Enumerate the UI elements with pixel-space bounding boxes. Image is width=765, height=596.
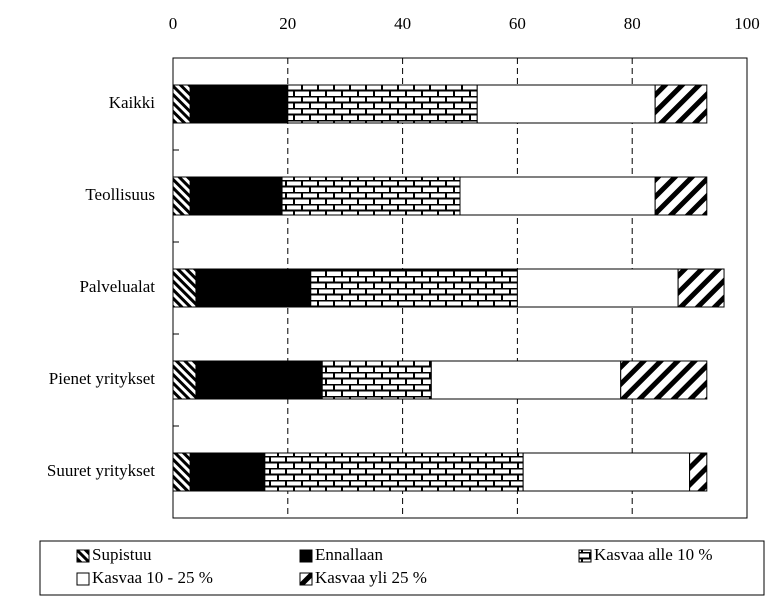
legend-box (39, 540, 765, 596)
y-tick-label: Teollisuus (85, 185, 155, 204)
bar-segment (189, 452, 266, 492)
legend-swatch (76, 572, 90, 586)
bar-segment (516, 268, 679, 308)
bar-segment (689, 452, 708, 492)
bar-segment (310, 268, 518, 308)
y-tick-label: Suuret yritykset (47, 461, 155, 480)
bar-segment (287, 84, 478, 124)
y-tick-label: Palvelualat (79, 277, 155, 296)
x-tick-label: 20 (279, 14, 296, 33)
bar-segment (172, 176, 191, 216)
bar-segment (321, 360, 432, 400)
legend-label: Kasvaa alle 10 % (594, 545, 712, 564)
legend-swatch (578, 549, 592, 563)
x-tick-label: 100 (734, 14, 760, 33)
bar-segment (264, 452, 524, 492)
bar-segment (654, 84, 708, 124)
bar-segment (476, 84, 656, 124)
bar-segment (189, 84, 289, 124)
bar-segment (677, 268, 725, 308)
x-tick-label: 60 (509, 14, 526, 33)
x-tick-label: 40 (394, 14, 411, 33)
bar-segment (195, 268, 312, 308)
legend-swatch (299, 549, 313, 563)
bar-segment (172, 268, 197, 308)
bar-segment (459, 176, 656, 216)
y-tick-label: Kaikki (109, 93, 156, 112)
bar-segment (189, 176, 283, 216)
bar-segment (172, 452, 191, 492)
y-tick-label: Pienet yritykset (49, 369, 156, 388)
legend-label: Supistuu (92, 545, 152, 564)
legend-swatch (76, 549, 90, 563)
legend-label: Kasvaa yli 25 % (315, 568, 427, 587)
x-tick-label: 80 (624, 14, 641, 33)
bar-segment (654, 176, 708, 216)
bar-segment (281, 176, 461, 216)
legend-label: Kasvaa 10 - 25 % (92, 568, 213, 587)
bar-segment (195, 360, 323, 400)
legend-label: Ennallaan (315, 545, 383, 564)
bar-segment (430, 360, 622, 400)
bar-segment (522, 452, 691, 492)
x-tick-label: 0 (169, 14, 178, 33)
legend-swatch (299, 572, 313, 586)
bar-segment (172, 360, 197, 400)
bar-segment (172, 84, 191, 124)
bar-segment (620, 360, 708, 400)
